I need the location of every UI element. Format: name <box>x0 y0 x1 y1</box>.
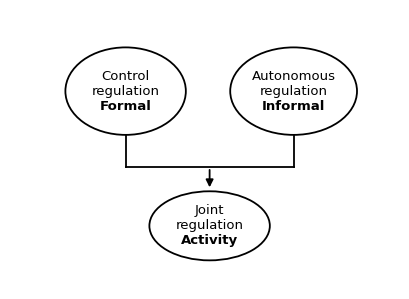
Text: Control: Control <box>101 70 150 83</box>
Text: regulation: regulation <box>260 85 328 98</box>
Ellipse shape <box>149 191 270 260</box>
Text: regulation: regulation <box>175 219 244 232</box>
Text: regulation: regulation <box>92 85 160 98</box>
Ellipse shape <box>65 48 186 135</box>
Text: Joint: Joint <box>195 204 225 217</box>
Text: Activity: Activity <box>181 234 238 247</box>
Text: Autonomous: Autonomous <box>252 70 336 83</box>
Text: Formal: Formal <box>100 100 152 113</box>
Ellipse shape <box>230 48 357 135</box>
Text: Informal: Informal <box>262 100 325 113</box>
